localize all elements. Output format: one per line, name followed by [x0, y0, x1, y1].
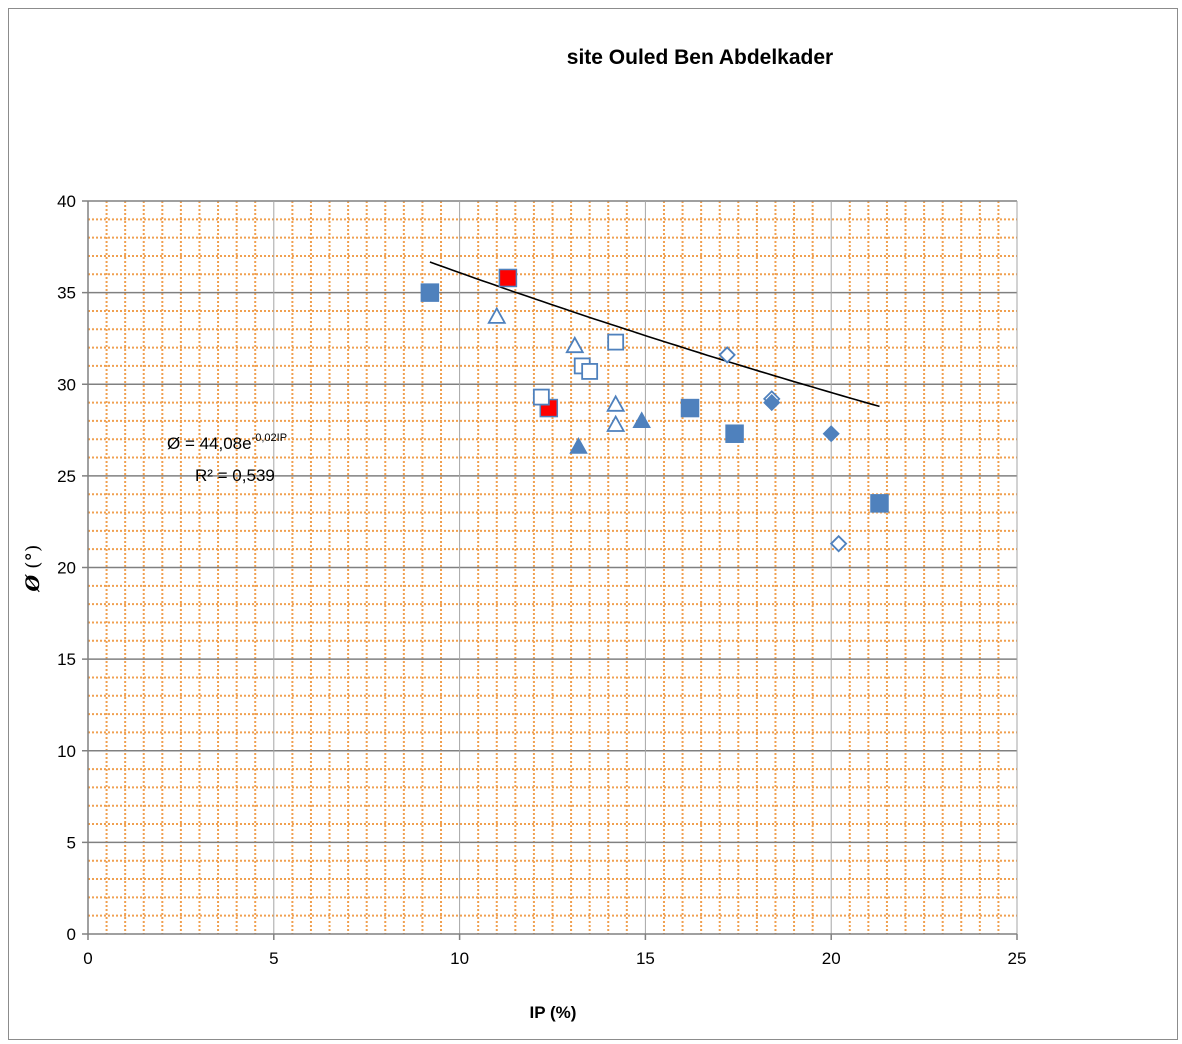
y-tick-label: 25 [57, 467, 76, 486]
data-points [420, 268, 889, 553]
data-point-triangle [632, 411, 651, 429]
chart-frame [8, 8, 1178, 1040]
x-tick-label: 10 [450, 949, 469, 968]
y-axis-label-unit: (°) [22, 545, 44, 575]
data-point-square [581, 363, 599, 380]
x-tick-label: 0 [83, 949, 92, 968]
data-point-square [607, 333, 625, 351]
y-tick-label: 30 [57, 375, 76, 394]
axes: 0 5 10 15 20 25 30 35 40 0 5 10 15 20 25 [57, 192, 1026, 968]
data-point-square [498, 268, 518, 288]
y-axis-label: Ø (°) [22, 545, 44, 593]
data-point-square [680, 398, 700, 418]
chart-title: site Ouled Ben Abdelkader [567, 46, 833, 69]
trendline-equation-exponent: -0,02IP [252, 432, 287, 444]
data-point-triangle [565, 335, 585, 354]
y-tick-label: 35 [57, 284, 76, 303]
data-point-triangle [606, 414, 626, 432]
data-point-square [870, 494, 889, 513]
y-tick-label: 20 [57, 559, 76, 578]
trendline-layer [429, 261, 880, 408]
data-point-square [725, 424, 744, 443]
data-point-triangle [487, 306, 507, 324]
y-tick-label: 15 [57, 650, 76, 669]
y-tick-label: 5 [67, 833, 76, 852]
y-tick-label: 40 [57, 192, 76, 211]
data-point-diamond [822, 425, 840, 443]
grid [88, 200, 1018, 934]
x-tick-label: 20 [822, 949, 841, 968]
data-point-diamond [718, 346, 736, 364]
x-axis-label: IP (%) [530, 1003, 577, 1022]
trendline [429, 261, 880, 408]
y-tick-label: 10 [57, 742, 76, 761]
data-point-diamond [763, 394, 781, 412]
data-point-square [420, 283, 440, 302]
trendline-r2: R² = 0,539 [195, 466, 275, 485]
x-tick-label: 5 [269, 949, 278, 968]
y-tick-label: 0 [67, 925, 76, 944]
trendline-equation-base: Ø = 44,08e [167, 434, 252, 453]
data-point-diamond [829, 534, 848, 553]
trendline-equation: Ø = 44,08e-0,02IP [167, 432, 287, 453]
data-point-triangle [606, 394, 626, 412]
y-axis-label-symbol: Ø [22, 573, 44, 592]
x-tick-label: 25 [1008, 949, 1027, 968]
chart-text: site Ouled Ben Abdelkader IP (%) Ø (°) Ø… [22, 46, 833, 1022]
data-point-square [532, 388, 550, 406]
data-point-triangle [569, 437, 588, 454]
x-tick-label: 15 [636, 949, 655, 968]
